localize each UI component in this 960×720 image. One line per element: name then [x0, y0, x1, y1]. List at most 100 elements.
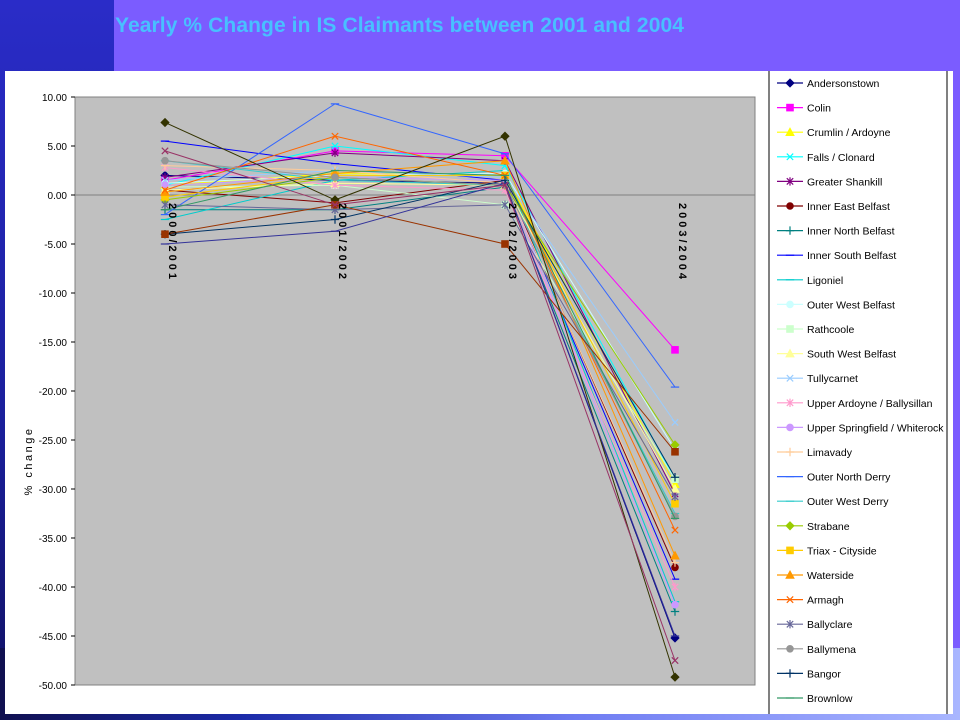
series-line [165, 186, 676, 612]
y-tick-label: -20.00 [39, 387, 68, 398]
data-point [671, 492, 679, 502]
legend-item: Ligoniel [777, 275, 843, 287]
legend-label: Crumlin / Ardoyne [807, 127, 891, 139]
data-point [670, 558, 680, 567]
data-point [331, 201, 339, 209]
data-point [501, 181, 509, 189]
series [160, 117, 680, 682]
series [161, 132, 679, 534]
legend-item: Tullycarnet [777, 373, 858, 385]
series-line [164, 174, 676, 504]
legend-label: Outer North Derry [807, 472, 891, 484]
data-point [671, 499, 679, 508]
data-point [786, 153, 794, 161]
legend-label: Ballymena [807, 644, 856, 656]
y-tick-label: -45.00 [39, 632, 68, 643]
legend-label: Greater Shankill [807, 176, 882, 188]
y-tick-label: -25.00 [39, 436, 68, 447]
data-point [671, 418, 679, 426]
data-point [786, 423, 794, 432]
data-point [330, 215, 340, 224]
data-point [331, 148, 339, 158]
legend-item: Colin [777, 103, 831, 115]
series-line [164, 204, 676, 453]
data-point [500, 131, 510, 141]
legend-label: Brownlow [807, 693, 853, 705]
legend-item: Outer West Derry [777, 496, 889, 508]
series-line [164, 140, 676, 580]
y-axis-ticks: 10.00 5.00 0.00 -5.00 -10.00 -15.00 -20.00 -25.… [39, 93, 755, 692]
data-point [786, 202, 794, 210]
legend-label: Upper Ardoyne / Ballysillan [807, 398, 933, 410]
y-tick-label: -5.00 [44, 240, 67, 251]
legend-label: Inner South Belfast [807, 250, 896, 262]
data-point [671, 526, 679, 534]
series-line [164, 150, 676, 661]
data-point [670, 550, 680, 560]
data-point [785, 226, 795, 235]
data-point [670, 607, 680, 616]
data-point [331, 181, 339, 190]
series-line [164, 169, 676, 423]
legend-label: Ligoniel [807, 275, 843, 287]
legend-item: Bangor [777, 668, 841, 680]
legend-item: Falls / Clonard [777, 152, 875, 164]
legend-label: Ballyclare [807, 619, 853, 631]
series-line [164, 103, 676, 388]
series-line [164, 169, 676, 519]
legend-item: Greater Shankill [777, 176, 882, 188]
data-point [501, 200, 509, 209]
legend-item: Limavady [777, 447, 853, 459]
data-point [670, 633, 680, 643]
data-point [670, 672, 680, 682]
legend-box [768, 71, 948, 714]
data-point [786, 177, 794, 186]
legend-label: Rathcoole [807, 324, 854, 336]
data-point [785, 569, 795, 579]
data-point [786, 398, 794, 407]
data-point [161, 186, 169, 194]
legend-item: Rathcoole [777, 324, 854, 336]
legend-item: Outer North Derry [777, 472, 891, 484]
legend-item: Inner East Belfast [777, 201, 890, 213]
data-point [786, 546, 794, 555]
series-line [164, 135, 676, 531]
series-line [164, 167, 676, 588]
legend-item: Upper Springfield / Whiterock [777, 422, 944, 434]
series-lines [160, 103, 680, 682]
data-point [671, 447, 679, 456]
y-tick-label: -50.00 [39, 681, 68, 692]
y-tick-label: 0.00 [48, 191, 68, 202]
y-tick-label: -30.00 [39, 485, 68, 496]
legend-item: Inner North Belfast [777, 226, 895, 238]
legend-label: Outer West Derry [807, 496, 889, 508]
legend-label: Upper Springfield / Whiterock [807, 422, 944, 434]
legend-label: Waterside [807, 570, 854, 582]
series-line [164, 122, 676, 678]
data-point [161, 230, 169, 239]
data-point [785, 447, 795, 457]
y-tick-label: -15.00 [39, 338, 68, 349]
legend-item: Brownlow [777, 693, 853, 705]
line-chart: 10.00 5.00 0.00 -5.00 -10.00 -15.00 -20.00 -25.… [23, 71, 948, 714]
data-point [786, 620, 794, 629]
legend-item: Armagh [777, 595, 844, 607]
series-line [164, 176, 676, 605]
data-point [331, 142, 339, 150]
y-tick-label: 10.00 [42, 93, 67, 104]
data-point [785, 669, 795, 678]
legend-label: Inner East Belfast [807, 201, 890, 213]
data-point [500, 155, 510, 165]
data-point [161, 156, 169, 165]
legend-label: Outer West Belfast [807, 299, 895, 311]
x-tick-label: 2001/2002 [336, 203, 348, 282]
legend-item: Ballymena [777, 644, 856, 656]
data-point [786, 103, 794, 112]
data-point [786, 595, 794, 604]
legend-label: South West Belfast [807, 349, 896, 361]
chart-panel: 10.00 5.00 0.00 -5.00 -10.00 -15.00 -20.00 -25.… [5, 71, 953, 714]
y-tick-label: -10.00 [39, 289, 68, 300]
y-tick-label: -40.00 [39, 583, 68, 594]
series-line [164, 152, 676, 495]
data-point [786, 300, 794, 309]
